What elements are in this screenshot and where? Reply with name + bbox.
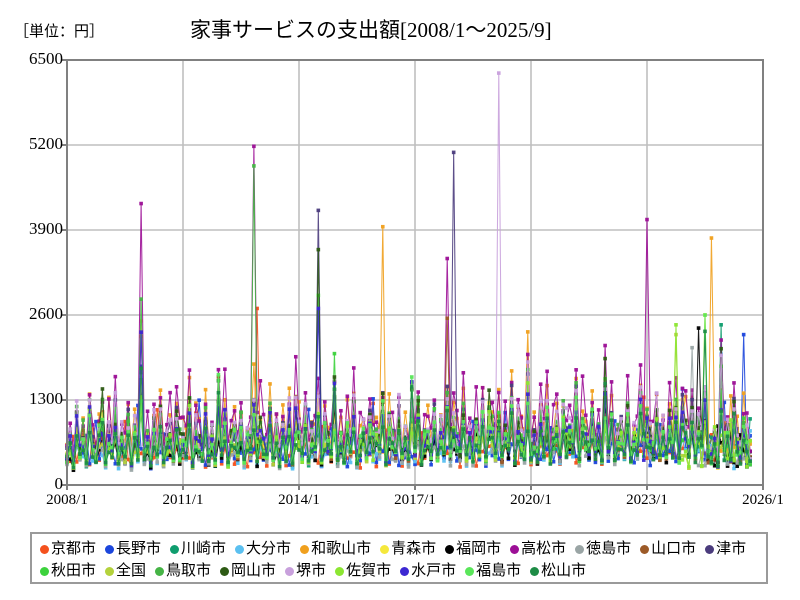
legend-row-1: 京都市 長野市 川崎市 大分市 和歌山市 青森市 福岡市 高松市 徳島市 山口市 津市 — [40, 538, 760, 560]
legend-item-全国[interactable]: 全国 — [105, 562, 147, 579]
chart-svg — [62, 59, 764, 490]
legend-label: 岡山市 — [231, 562, 277, 579]
legend-item-川崎市[interactable]: 川崎市 — [170, 540, 227, 557]
legend-label: 和歌山市 — [311, 540, 372, 557]
legend-marker-icon — [285, 566, 295, 576]
legend-marker-icon — [380, 544, 390, 554]
legend-label: 京都市 — [51, 540, 97, 557]
legend-item-堺市[interactable]: 堺市 — [285, 562, 327, 579]
legend-label: 長野市 — [116, 540, 162, 557]
legend-marker-icon — [400, 566, 410, 576]
legend-item-山口市[interactable]: 山口市 — [640, 540, 697, 557]
legend-label: 徳島市 — [586, 540, 632, 557]
legend-label: 川崎市 — [181, 540, 227, 557]
legend-item-水戸市[interactable]: 水戸市 — [400, 562, 457, 579]
legend-marker-icon — [575, 544, 585, 554]
unit-label: ［単位：円］ — [14, 24, 105, 40]
legend-label: 福岡市 — [456, 540, 502, 557]
legend-label: 山口市 — [651, 540, 697, 557]
legend-marker-icon — [105, 544, 115, 554]
y-axis-tick-label: 2600 — [29, 304, 63, 323]
legend-marker-icon — [465, 566, 475, 576]
legend-item-福岡市[interactable]: 福岡市 — [445, 540, 502, 557]
legend-item-徳島市[interactable]: 徳島市 — [575, 540, 632, 557]
legend-label: 青森市 — [391, 540, 437, 557]
legend-item-福島市[interactable]: 福島市 — [465, 562, 522, 579]
legend-label: 鳥取市 — [166, 562, 212, 579]
chart-plot-area — [62, 59, 764, 490]
legend-label: 全国 — [116, 562, 147, 579]
legend-item-鳥取市[interactable]: 鳥取市 — [155, 562, 212, 579]
legend-label: 佐賀市 — [346, 562, 392, 579]
legend-item-高松市[interactable]: 高松市 — [510, 540, 567, 557]
legend-item-長野市[interactable]: 長野市 — [105, 540, 162, 557]
legend-marker-icon — [510, 544, 520, 554]
legend-label: 高松市 — [521, 540, 567, 557]
legend-marker-icon — [155, 566, 165, 576]
legend-label: 秋田市 — [51, 562, 97, 579]
legend-item-秋田市[interactable]: 秋田市 — [40, 562, 97, 579]
y-axis-tick-label: 6500 — [29, 49, 63, 68]
legend-item-京都市[interactable]: 京都市 — [40, 540, 97, 557]
legend-marker-icon — [220, 566, 230, 576]
legend-marker-icon — [640, 544, 650, 554]
legend-label: 津市 — [716, 540, 747, 557]
legend-label: 水戸市 — [411, 562, 457, 579]
legend-marker-icon — [235, 544, 245, 554]
chart-legend: 京都市 長野市 川崎市 大分市 和歌山市 青森市 福岡市 高松市 徳島市 山口市 津市 秋田市 全国 鳥… — [30, 532, 768, 584]
legend-item-佐賀市[interactable]: 佐賀市 — [335, 562, 392, 579]
x-axis-tick-label: 2020/1 — [510, 492, 552, 508]
x-axis-tick-label: 2026/1 — [742, 492, 784, 508]
legend-marker-icon — [705, 544, 715, 554]
x-axis-tick-label: 2017/1 — [394, 492, 436, 508]
legend-label: 大分市 — [246, 540, 292, 557]
y-axis-tick-label: 5200 — [29, 134, 63, 153]
y-axis-tick-label: 1300 — [29, 389, 63, 408]
legend-item-岡山市[interactable]: 岡山市 — [220, 562, 277, 579]
legend-marker-icon — [300, 544, 310, 554]
legend-item-和歌山市[interactable]: 和歌山市 — [300, 540, 372, 557]
legend-marker-icon — [530, 566, 540, 576]
legend-item-大分市[interactable]: 大分市 — [235, 540, 292, 557]
x-axis-tick-label: 2023/1 — [626, 492, 668, 508]
legend-label: 堺市 — [296, 562, 327, 579]
legend-marker-icon — [445, 544, 455, 554]
legend-marker-icon — [335, 566, 345, 576]
legend-marker-icon — [105, 566, 115, 576]
legend-item-青森市[interactable]: 青森市 — [380, 540, 437, 557]
legend-marker-icon — [40, 544, 49, 554]
y-axis-tick-label: 3900 — [29, 219, 63, 238]
x-axis-tick-label: 2014/1 — [278, 492, 320, 508]
y-axis-tick-label: 0 — [54, 474, 64, 493]
page-title: 家事サービスの支出額[2008/1～2025/9] — [190, 18, 552, 42]
legend-item-松山市[interactable]: 松山市 — [530, 562, 587, 579]
legend-label: 福島市 — [476, 562, 522, 579]
legend-row-2: 秋田市 全国 鳥取市 岡山市 堺市 佐賀市 水戸市 福島市 松山市 — [40, 560, 760, 582]
legend-marker-icon — [170, 544, 180, 554]
x-axis-tick-label: 2011/1 — [162, 492, 204, 508]
legend-marker-icon — [40, 566, 49, 576]
legend-label: 松山市 — [541, 562, 587, 579]
legend-item-津市[interactable]: 津市 — [705, 540, 747, 557]
x-axis-tick-label: 2008/1 — [46, 492, 88, 508]
